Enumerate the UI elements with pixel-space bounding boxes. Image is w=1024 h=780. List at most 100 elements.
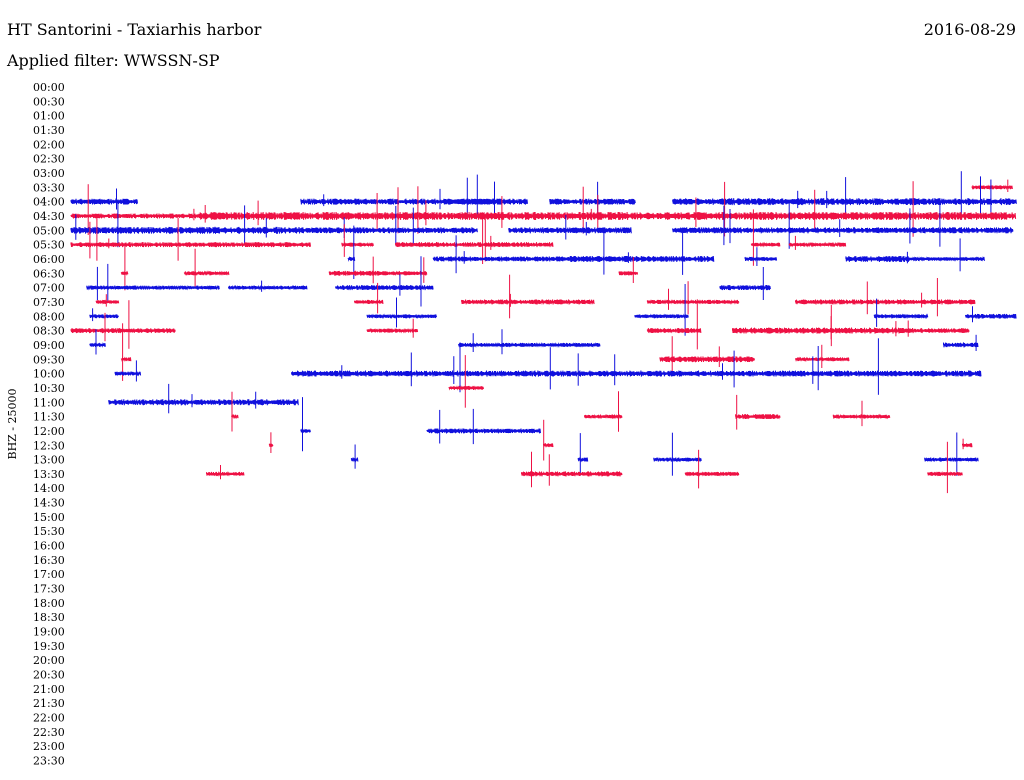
trace-segment xyxy=(95,299,120,305)
trace-segment xyxy=(971,184,1013,191)
trace-segment xyxy=(795,299,976,305)
trace-segment xyxy=(577,456,589,463)
trace-segment xyxy=(108,399,299,406)
row-time-label: 07:00 xyxy=(33,282,65,295)
trace-segment xyxy=(773,227,1014,234)
trace-segment xyxy=(228,284,308,291)
row-time-label: 19:00 xyxy=(33,626,65,639)
trace-segment xyxy=(684,471,740,477)
row-time-label: 05:30 xyxy=(33,239,65,252)
row-time-label: 04:30 xyxy=(33,210,65,223)
trace-segment xyxy=(558,255,715,263)
row-time-label: 20:00 xyxy=(33,654,65,667)
trace-segment xyxy=(659,356,755,363)
row-time-label: 18:00 xyxy=(33,597,65,610)
trace-segment xyxy=(86,284,220,291)
trace-segment xyxy=(908,256,985,262)
trace-segment xyxy=(70,327,109,334)
station-title: HT Santorini - Taxiarhis harbor xyxy=(7,20,262,39)
trace-segment xyxy=(646,328,702,334)
trace-segment xyxy=(691,370,982,377)
trace-segment xyxy=(183,270,230,277)
trace-segment xyxy=(199,211,1017,221)
row-time-label: 01:30 xyxy=(33,124,65,137)
trace-segment xyxy=(943,342,979,348)
row-time-label: 12:30 xyxy=(33,439,65,452)
trace-segment xyxy=(744,256,778,262)
seismic-traces xyxy=(70,171,1017,494)
trace-segment xyxy=(464,198,513,205)
trace-segment xyxy=(719,285,771,291)
trace-segment xyxy=(672,227,774,234)
row-time-label: 10:00 xyxy=(33,368,65,381)
trace-segment xyxy=(366,327,419,334)
row-time-label: 06:00 xyxy=(33,253,65,266)
trace-segment xyxy=(300,227,478,234)
row-time-label: 17:30 xyxy=(33,583,65,596)
trace-segment xyxy=(341,241,374,248)
trace-segment xyxy=(366,313,438,320)
trace-segment xyxy=(70,241,311,248)
plot-date: 2016-08-29 xyxy=(923,20,1016,39)
trace-segment xyxy=(618,270,639,276)
row-time-label: 21:30 xyxy=(33,697,65,710)
row-time-label: 14:30 xyxy=(33,497,65,510)
row-time-label: 03:30 xyxy=(33,181,65,194)
row-time-label: 10:30 xyxy=(33,382,65,395)
row-time-label: 02:30 xyxy=(33,153,65,166)
row-time-label: 17:00 xyxy=(33,568,65,581)
row-time-label: 13:30 xyxy=(33,468,65,481)
row-time-label: 07:30 xyxy=(33,296,65,309)
trace-segment xyxy=(458,342,601,348)
trace-segment xyxy=(845,255,910,262)
trace-segment xyxy=(448,385,484,391)
row-time-label: 23:30 xyxy=(33,755,65,768)
trace-segment xyxy=(395,241,554,248)
trace-segment xyxy=(735,413,781,420)
trace-segment xyxy=(902,328,970,334)
row-time-label: 00:30 xyxy=(33,95,65,108)
trace-segment xyxy=(832,413,891,420)
row-time-label: 11:00 xyxy=(33,396,65,409)
row-time-label: 18:30 xyxy=(33,611,65,624)
row-time-label: 01:00 xyxy=(33,110,65,123)
trace-segment xyxy=(924,456,979,463)
trace-segment xyxy=(634,313,689,319)
row-time-label: 04:00 xyxy=(33,196,65,209)
row-time-label: 21:00 xyxy=(33,683,65,696)
trace-segment xyxy=(426,428,541,434)
row-time-label: 23:00 xyxy=(33,740,65,753)
row-time-label: 03:00 xyxy=(33,167,65,180)
row-time-label: 22:30 xyxy=(33,726,65,739)
trace-segment xyxy=(584,413,623,420)
trace-segment xyxy=(653,456,702,463)
trace-segment xyxy=(965,313,1017,319)
trace-segment xyxy=(89,342,106,348)
row-time-label: 12:00 xyxy=(33,425,65,438)
row-time-label: 20:30 xyxy=(33,669,65,682)
trace-segment xyxy=(335,285,434,291)
row-time-label: 08:30 xyxy=(33,325,65,338)
row-time-label: 15:30 xyxy=(33,525,65,538)
row-time-label: 06:30 xyxy=(33,267,65,280)
row-time-label: 09:00 xyxy=(33,339,65,352)
trace-segment xyxy=(461,299,595,305)
trace-segment xyxy=(89,313,119,319)
row-time-label: 15:00 xyxy=(33,511,65,524)
trace-segment xyxy=(70,198,138,205)
trace-segment xyxy=(927,470,963,477)
trace-segment xyxy=(350,456,359,463)
row-time-label: 19:30 xyxy=(33,640,65,653)
row-time-label: 14:00 xyxy=(33,482,65,495)
row-time-label: 16:00 xyxy=(33,540,65,553)
row-time-label: 22:00 xyxy=(33,712,65,725)
trace-segment xyxy=(732,327,904,334)
row-time-label: 09:30 xyxy=(33,353,65,366)
filter-label: Applied filter: WWSSN-SP xyxy=(7,51,220,70)
row-time-label: 16:30 xyxy=(33,554,65,567)
row-time-label: 13:00 xyxy=(33,454,65,467)
trace-segment xyxy=(672,198,847,206)
trace-segment xyxy=(70,213,201,219)
trace-segment xyxy=(750,241,781,248)
